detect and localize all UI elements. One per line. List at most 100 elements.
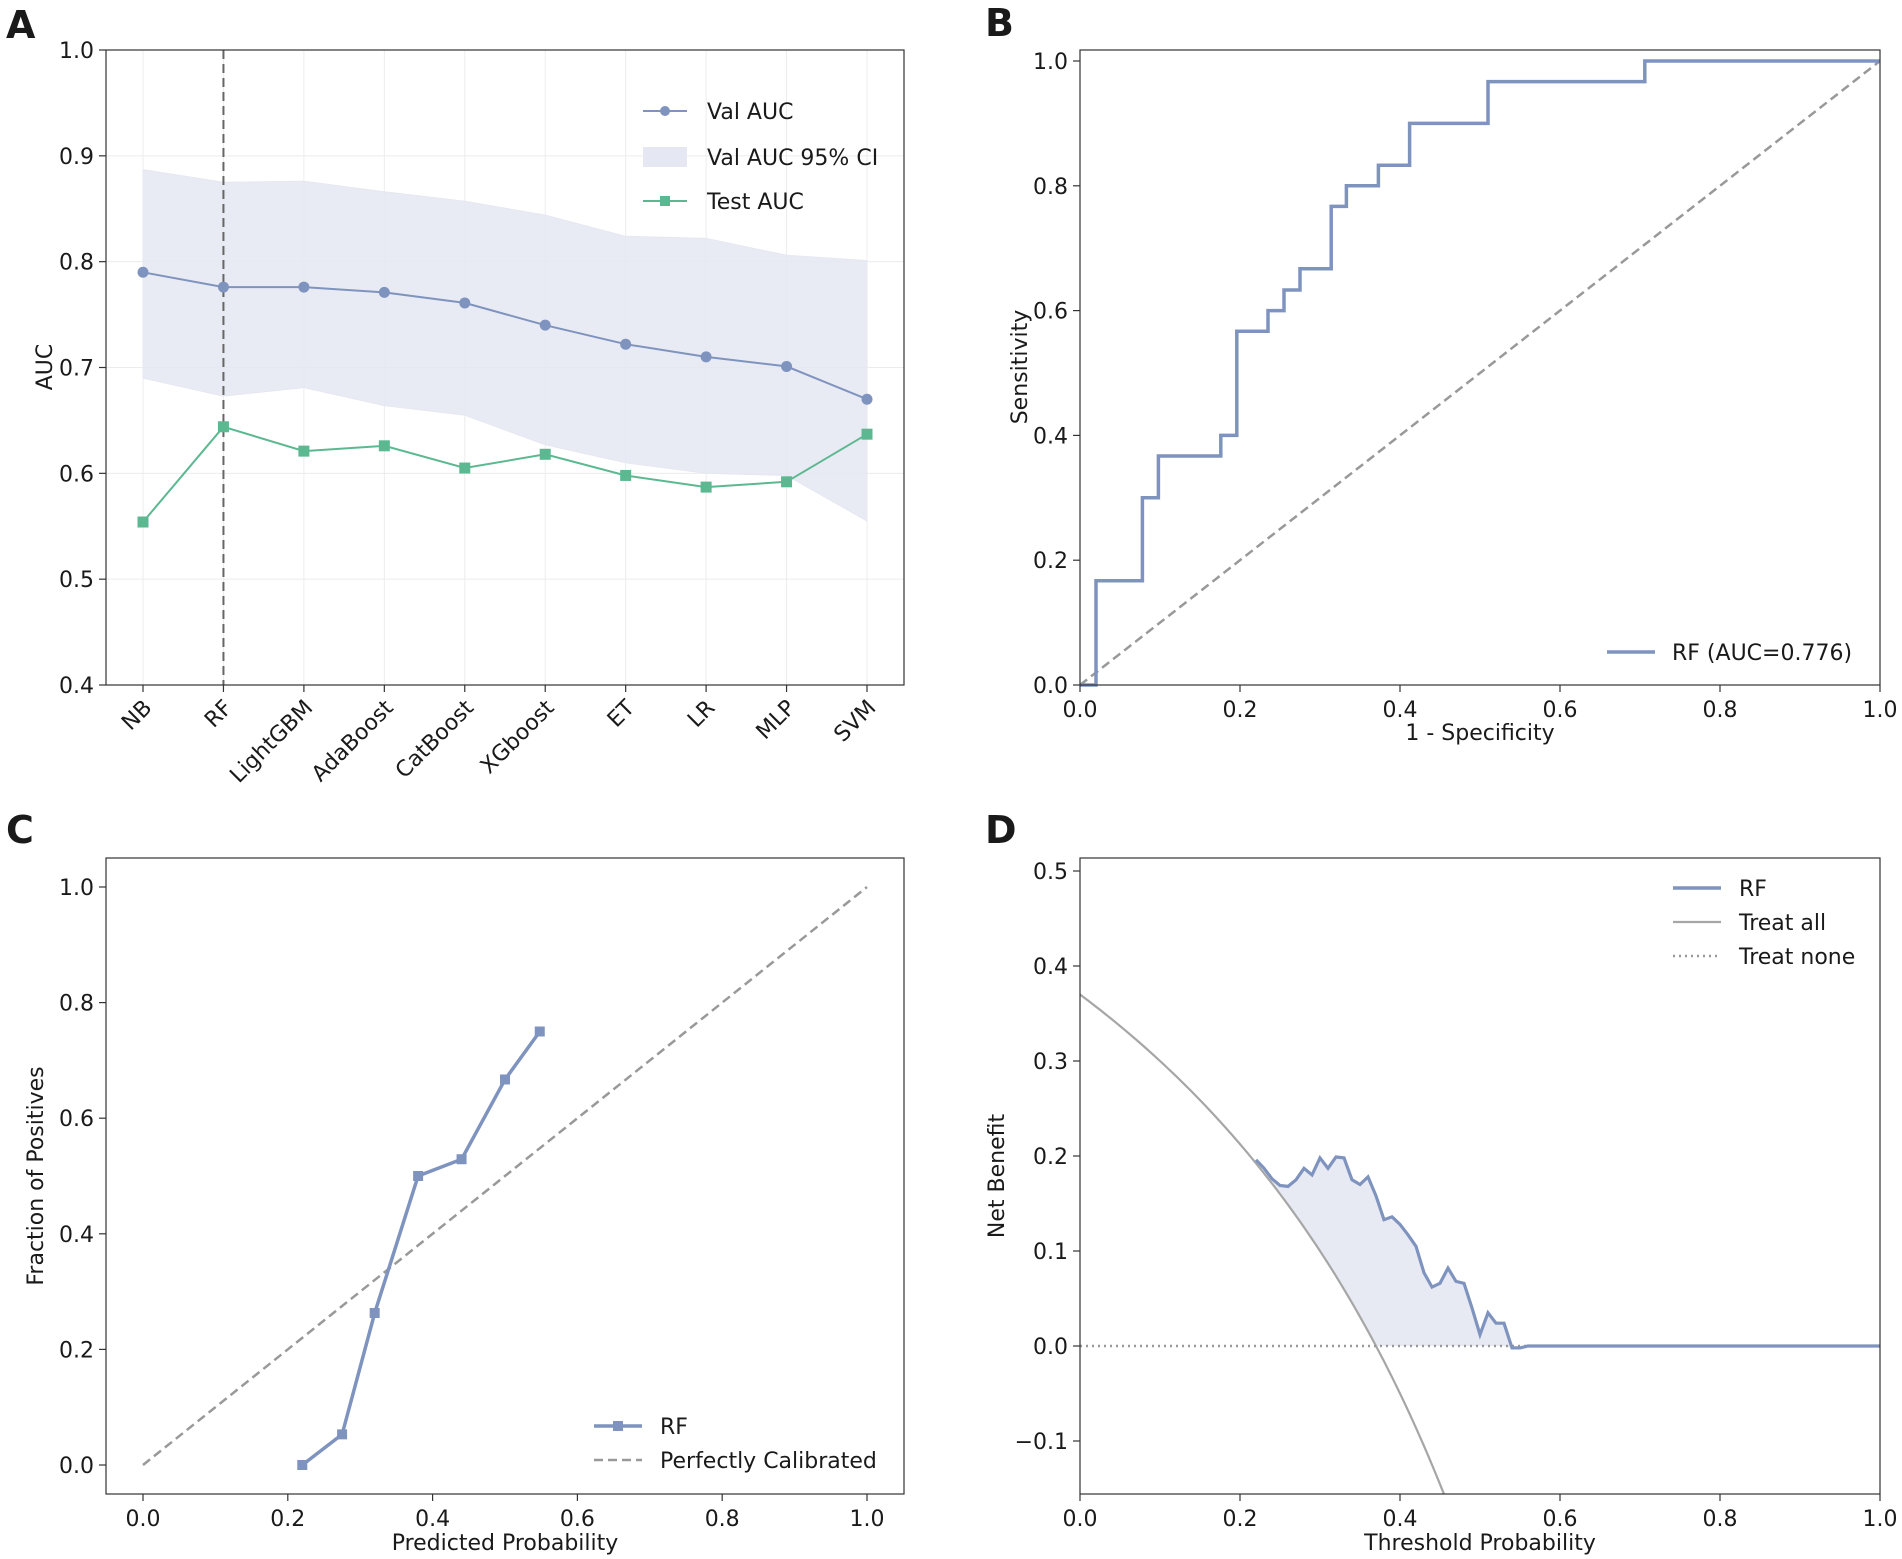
series-line-val-auc (142, 271, 868, 401)
legend-marker-rf (613, 1421, 623, 1431)
x-tick-label: 0.6 (1543, 698, 1578, 723)
y-tick-label: 0.4 (1033, 955, 1068, 980)
legend-label-rf: RF (AUC=0.776) (1672, 641, 1852, 666)
y-tick-label: 1.0 (1033, 50, 1068, 75)
benefit-area (1256, 1157, 1880, 1348)
x-tick-label: NB (117, 696, 157, 736)
legend-marker-val-auc (660, 106, 670, 116)
x-tick-label: 0.6 (1543, 1507, 1578, 1532)
series-layer (1079, 59, 1881, 687)
treat-all-curve (1080, 993, 1446, 1494)
x-axis-label: 1 - Specificity (1405, 721, 1554, 746)
series-layer (142, 886, 868, 1470)
x-tick-label: ET (603, 695, 640, 732)
x-tick-label: MLP (752, 696, 801, 745)
x-tick-label: 0.4 (1383, 698, 1418, 723)
legend-label-perfect: Perfectly Calibrated (660, 1449, 877, 1474)
panel-label-a: A (6, 3, 36, 47)
data-point (456, 1154, 467, 1165)
panel-label-d: D (985, 808, 1017, 852)
rf-net-benefit-curve (1254, 1154, 1880, 1350)
y-tick-label: 0.4 (59, 1223, 94, 1248)
x-axis-label: Threshold Probability (1363, 1531, 1596, 1556)
series-layer (137, 266, 873, 528)
panel-label-b: B (985, 1, 1014, 45)
data-point (217, 421, 229, 433)
data-point (298, 445, 310, 457)
y-axis-label: AUC (33, 344, 58, 391)
x-tick-label: 0.0 (1063, 698, 1098, 723)
legend-label-test-auc: Test AUC (706, 190, 804, 215)
ci-band-area (142, 169, 868, 522)
data-point (337, 1429, 348, 1440)
x-tick-label: 0.2 (270, 1507, 305, 1532)
y-tick-label: 0.0 (59, 1454, 94, 1479)
y-ticks: 0.0 0.2 0.4 0.6 0.8 1.0 (59, 876, 106, 1479)
data-point (861, 428, 873, 440)
x-tick-label: 0.0 (126, 1507, 161, 1532)
x-tick-label: 1.0 (1863, 1507, 1898, 1532)
legend-label-rf: RF (660, 1415, 688, 1440)
x-tick-label: LightGBM (225, 696, 318, 789)
data-point (539, 319, 551, 331)
roc-curve (1080, 59, 1880, 687)
x-tick-label: 1.0 (850, 1507, 885, 1532)
legend-swatch-ci (643, 147, 687, 167)
y-tick-label: 0.5 (59, 568, 94, 593)
y-tick-label: −0.1 (1015, 1430, 1068, 1455)
x-axis-label: Predicted Probability (392, 1531, 619, 1556)
data-point (378, 440, 390, 452)
data-point (781, 476, 793, 488)
legend-label-ci: Val AUC 95% CI (707, 146, 878, 171)
panel-b: B 0.00.20.40.60.81.0 0.0 0.2 0.4 0.6 0.8 1.0 … (985, 1, 1898, 746)
data-point (620, 469, 632, 481)
data-point (217, 281, 229, 293)
y-tick-label: 0.0 (1033, 674, 1068, 699)
plot-frame (105, 857, 905, 1495)
x-tick-label: AdaBoost (307, 695, 399, 787)
x-tick-label: LR (683, 696, 720, 733)
perfect-calibration-line (142, 886, 868, 1466)
data-point (500, 1074, 510, 1085)
y-axis-label: Sensitivity (1008, 310, 1033, 425)
x-tick-label: 0.4 (1383, 1507, 1418, 1532)
data-point (534, 1026, 545, 1037)
x-tick-label: 0.4 (415, 1507, 450, 1532)
data-point (620, 338, 632, 350)
series-layer (1080, 993, 1880, 1494)
legend: RF (AUC=0.776) (1607, 641, 1852, 666)
data-point (298, 281, 310, 293)
data-point (459, 462, 471, 474)
legend: Val AUC Val AUC 95% CI Test AUC (643, 100, 878, 215)
y-tick-label: 0.4 (59, 674, 94, 699)
y-tick-label: 0.8 (1033, 175, 1068, 200)
data-point (369, 1307, 380, 1318)
y-tick-label: 0.9 (59, 145, 94, 170)
data-point (297, 1460, 308, 1470)
data-point (781, 360, 793, 372)
y-axis-label: Net Benefit (985, 1114, 1010, 1239)
x-tick-label: 0.2 (1223, 698, 1258, 723)
plot-frame (1079, 49, 1881, 686)
panel-d: D −0.1 0.0 0.1 0.2 0.3 0.4 0.5 0.0 0.2 0.4 0.6 0.8… (985, 808, 1898, 1556)
legend-label-treat-all: Treat all (1738, 911, 1826, 936)
y-ticks: 0.4 0.5 0.6 0.7 0.8 0.9 1.0 (59, 39, 106, 699)
chance-line (1079, 60, 1881, 686)
legend-marker-test-auc (660, 196, 670, 206)
data-point (861, 393, 873, 405)
x-tick-label: 0.8 (705, 1507, 740, 1532)
panel-label-c: C (6, 808, 34, 852)
x-tick-label: 0.2 (1223, 1507, 1258, 1532)
y-tick-label: 0.8 (59, 251, 94, 276)
data-point (413, 1171, 424, 1181)
legend: RF Perfectly Calibrated (594, 1415, 877, 1474)
data-point (137, 266, 149, 278)
x-tick-label: 0.6 (560, 1507, 595, 1532)
y-ticks: −0.1 0.0 0.1 0.2 0.3 0.4 0.5 (1015, 860, 1080, 1455)
y-tick-label: 0.6 (59, 462, 94, 487)
y-tick-label: 0.1 (1033, 1240, 1068, 1265)
x-tick-label: 0.0 (1063, 1507, 1098, 1532)
y-tick-label: 0.0 (1033, 1335, 1068, 1360)
